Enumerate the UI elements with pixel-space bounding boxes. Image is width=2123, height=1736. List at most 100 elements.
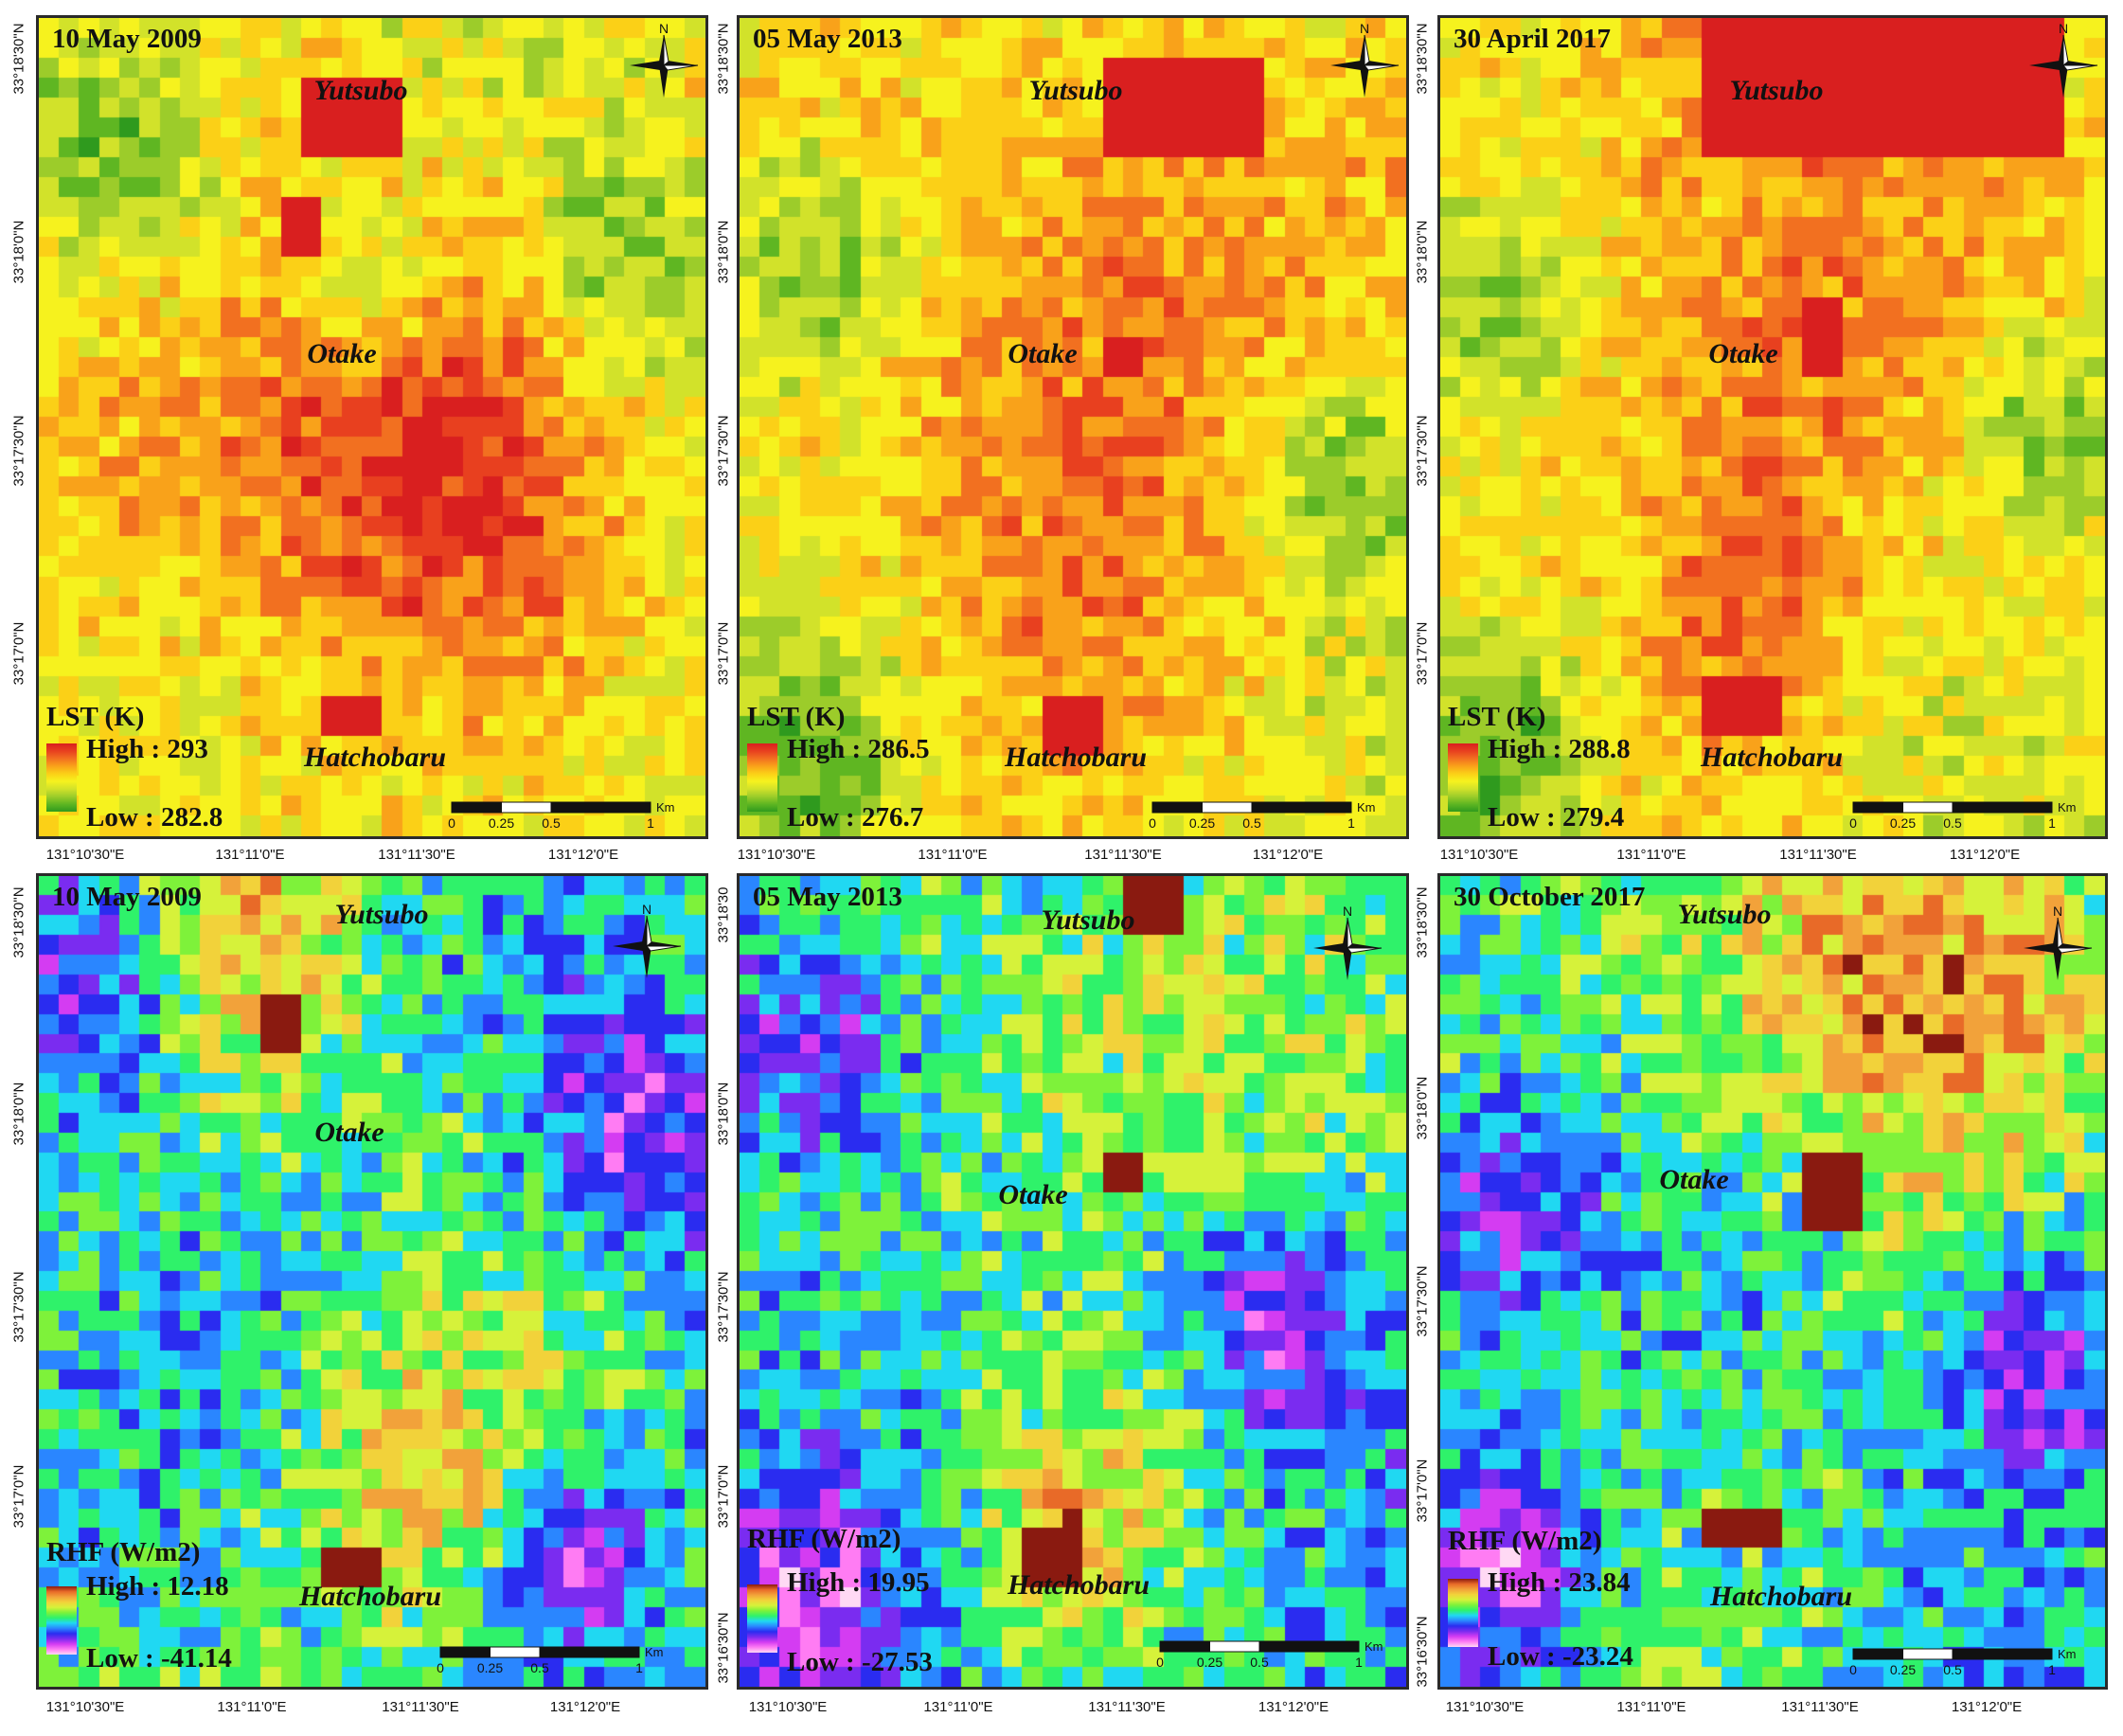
scale-label: 1: [1355, 1655, 1363, 1670]
scale-label: 0.25: [1197, 1655, 1222, 1670]
legend-title: LST (K): [747, 702, 846, 732]
lst-raster: [740, 18, 1406, 836]
panel-date: 05 May 2013: [753, 24, 902, 54]
lat-tick: 33°18'0"N: [1414, 220, 1431, 284]
lat-tick: 33°18'30"N: [1414, 23, 1431, 95]
lat-tick: 33°17'30"N: [10, 1271, 27, 1343]
lst-raster: [1440, 18, 2105, 836]
lat-tick: 33°18'30"N: [1414, 886, 1431, 958]
scale-label: 0: [448, 815, 455, 831]
scale-bar: 0 0.25 0.5 1Km: [448, 800, 674, 831]
legend-low: Low : -23.24: [1488, 1641, 1633, 1672]
lat-tick: 33°18'0"N: [715, 1082, 732, 1146]
lon-tick: 131°12'0"E: [1252, 847, 1324, 863]
legend-low: Low : -41.14: [86, 1643, 232, 1673]
legend-title: LST (K): [46, 702, 145, 732]
scale-label: 0.25: [1890, 1662, 1916, 1677]
panel-date: 10 May 2009: [52, 24, 202, 54]
legend-colorbar: [747, 743, 777, 812]
legend-high: High : 12.18: [86, 1571, 229, 1602]
lat-tick: 33°18'30: [715, 886, 732, 943]
scale-unit: Km: [2058, 1647, 2077, 1661]
lon-tick: 131°12'0"E: [547, 847, 619, 863]
scale-bar: 0 0.25 0.5 1Km: [1156, 1639, 1383, 1670]
legend-colorbar: [46, 1586, 77, 1655]
scale-label: 0.5: [1250, 1655, 1269, 1670]
scale-label: 0.5: [542, 815, 561, 831]
place-hatchobaru: Hatchobaru: [1007, 1569, 1151, 1601]
place-otake: Otake: [998, 1179, 1068, 1210]
place-yutsubo: Yutsubo: [313, 75, 408, 106]
lon-tick: 131°10'30"E: [45, 1699, 125, 1715]
place-yutsubo: Yutsubo: [1677, 899, 1772, 930]
lon-tick: 131°12'0"E: [1951, 1699, 2023, 1715]
legend-low: Low : 276.7: [787, 802, 924, 832]
lat-tick: 33°17'0"N: [10, 1464, 27, 1529]
lat-tick: 33°18'0"N: [10, 1082, 27, 1146]
legend-high: High : 286.5: [787, 734, 930, 764]
lst-map-2009: 10 May 2009 Yutsubo Otake Hatchobaru LST…: [36, 15, 708, 839]
lat-tick: 33°17'0"N: [715, 1464, 732, 1529]
scale-bar: 0 0.25 0.5 1Km: [1149, 800, 1376, 831]
lat-tick: 33°18'30"N: [10, 23, 27, 95]
compass-north-label: N: [642, 903, 651, 917]
place-yutsubo: Yutsubo: [1729, 75, 1824, 106]
legend-low: Low : 279.4: [1488, 802, 1625, 832]
place-otake: Otake: [307, 338, 377, 369]
lon-tick: 131°11'30"E: [1088, 1699, 1166, 1715]
scale-bar: 0 0.25 0.5 1Km: [1849, 800, 2077, 831]
lat-tick: 33°17'30"N: [1414, 415, 1431, 487]
lat-tick: 33°17'30"N: [10, 415, 27, 487]
legend-high: High : 293: [86, 734, 208, 764]
place-hatchobaru: Hatchobaru: [1709, 1581, 1853, 1612]
lon-tick: 131°11'30"E: [378, 847, 455, 863]
rhf-map-2017: 30 October 2017 Yutsubo Otake Hatchobaru…: [1437, 873, 2108, 1690]
lat-tick: 33°18'0"N: [10, 220, 27, 284]
scale-label: 0.25: [477, 1660, 503, 1675]
place-otake: Otake: [1008, 338, 1078, 369]
scale-label: 0: [1849, 1662, 1857, 1677]
lat-tick: 33°16'30"N: [715, 1612, 732, 1684]
lat-tick: 33°18'30"N: [715, 23, 732, 95]
legend-title: RHF (W/m2): [46, 1537, 201, 1567]
lon-tick: 131°11'0"E: [1616, 1699, 1686, 1715]
rhf-raster: [1440, 876, 2105, 1687]
scale-unit: Km: [2058, 800, 2077, 814]
scale-label: 0.5: [530, 1660, 549, 1675]
place-yutsubo: Yutsubo: [1041, 904, 1135, 936]
legend-colorbar: [1448, 1579, 1478, 1647]
compass-north-label: N: [2053, 904, 2062, 919]
place-hatchobaru: Hatchobaru: [1004, 742, 1148, 773]
lon-tick: 131°12'0"E: [1949, 847, 2021, 863]
lon-tick: 131°11'0"E: [923, 1699, 993, 1715]
rhf-raster: [740, 876, 1406, 1687]
scale-bar: 0 0.25 0.5 1Km: [1849, 1647, 2077, 1677]
rhf-map-2009: 10 May 2009 Yutsubo Otake Hatchobaru RHF…: [36, 873, 708, 1690]
lon-tick: 131°10'30"E: [748, 1699, 828, 1715]
legend-title: RHF (W/m2): [747, 1524, 901, 1554]
place-otake: Otake: [314, 1117, 384, 1148]
scale-label: 0: [1849, 815, 1857, 831]
lon-tick: 131°11'30"E: [1084, 847, 1162, 863]
lon-tick: 131°12'0"E: [549, 1699, 621, 1715]
scale-label: 1: [2048, 815, 2056, 831]
lon-tick: 131°11'30"E: [382, 1699, 459, 1715]
lon-tick: 131°11'0"E: [217, 1699, 287, 1715]
north-arrow-icon: N: [1330, 22, 1400, 98]
scale-unit: Km: [1357, 800, 1376, 814]
north-arrow-icon: N: [613, 903, 682, 978]
place-yutsubo: Yutsubo: [1028, 75, 1123, 106]
lon-tick: 131°10'30"E: [1445, 1699, 1525, 1715]
north-arrow-icon: N: [1313, 904, 1383, 980]
scale-label: 1: [635, 1660, 643, 1675]
lon-tick: 131°11'0"E: [215, 847, 285, 863]
lon-tick: 131°12'0"E: [1258, 1699, 1329, 1715]
scale-label: 1: [647, 815, 654, 831]
lon-tick: 131°11'0"E: [1616, 847, 1686, 863]
compass-north-label: N: [659, 22, 669, 36]
panel-date: 30 October 2017: [1454, 882, 1646, 912]
legend-high: High : 19.95: [787, 1567, 930, 1598]
north-arrow-icon: N: [2029, 22, 2098, 98]
scale-label: 0: [1156, 1655, 1164, 1670]
scale-bar: 0 0.25 0.5 1Km: [437, 1645, 663, 1675]
